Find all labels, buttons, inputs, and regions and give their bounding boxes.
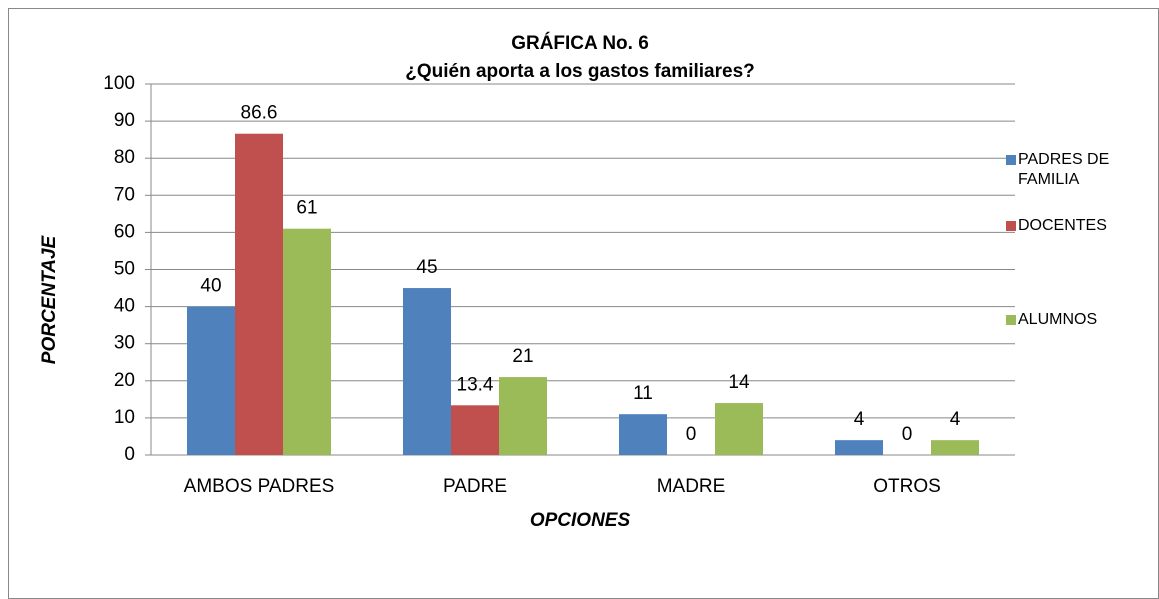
data-label: 86.6 [241, 103, 278, 124]
legend-label: PADRES DE FAMILIA [1018, 151, 1110, 188]
bar [187, 306, 235, 455]
data-label: 0 [902, 424, 913, 445]
y-tick-label: 70 [114, 184, 135, 205]
data-label: 13.4 [457, 374, 494, 395]
legend-swatch [1006, 155, 1016, 165]
legend-label: DOCENTES [1018, 217, 1107, 234]
bar [451, 405, 499, 455]
bar [235, 133, 283, 456]
y-tick-label: 40 [114, 296, 135, 317]
bar [835, 440, 883, 455]
x-axis-label: OPCIONES [530, 510, 631, 531]
y-tick-label: 100 [103, 73, 135, 94]
legend-label: ALUMNOS [1018, 311, 1098, 328]
data-label: 14 [728, 372, 750, 393]
y-tick-label: 80 [114, 147, 135, 168]
data-label: 11 [633, 383, 653, 404]
data-label: 0 [686, 424, 697, 445]
y-tick-label: 0 [124, 444, 135, 465]
y-tick-label: 90 [114, 110, 135, 131]
data-label: 61 [296, 198, 317, 219]
chart-title: GRÁFICA No. 6 [511, 32, 649, 54]
y-axis-label: PORCENTAJE [39, 234, 60, 364]
y-tick-label: 50 [114, 259, 135, 280]
bar [499, 377, 547, 455]
bar [283, 228, 331, 455]
bar [619, 414, 667, 455]
data-label: 4 [950, 409, 961, 430]
x-tick-label: PADRE [443, 476, 507, 497]
bar [931, 440, 979, 455]
y-tick-label: 30 [114, 333, 135, 354]
chart-subtitle: ¿Quién aporta a los gastos familiares? [405, 61, 755, 82]
bar [715, 403, 763, 455]
y-tick-label: 20 [114, 370, 135, 391]
x-tick-label: MADRE [657, 476, 726, 497]
data-label: 4 [854, 409, 865, 430]
legend-swatch [1006, 315, 1016, 325]
data-label: 21 [512, 346, 533, 367]
x-tick-label: OTROS [873, 476, 941, 497]
y-tick-label: 10 [114, 407, 135, 428]
bar [403, 288, 451, 455]
data-label: 40 [200, 276, 221, 297]
y-tick-label: 60 [114, 221, 135, 242]
data-label: 45 [416, 257, 437, 278]
x-tick-label: AMBOS PADRES [184, 476, 335, 497]
legend-swatch [1006, 221, 1016, 231]
